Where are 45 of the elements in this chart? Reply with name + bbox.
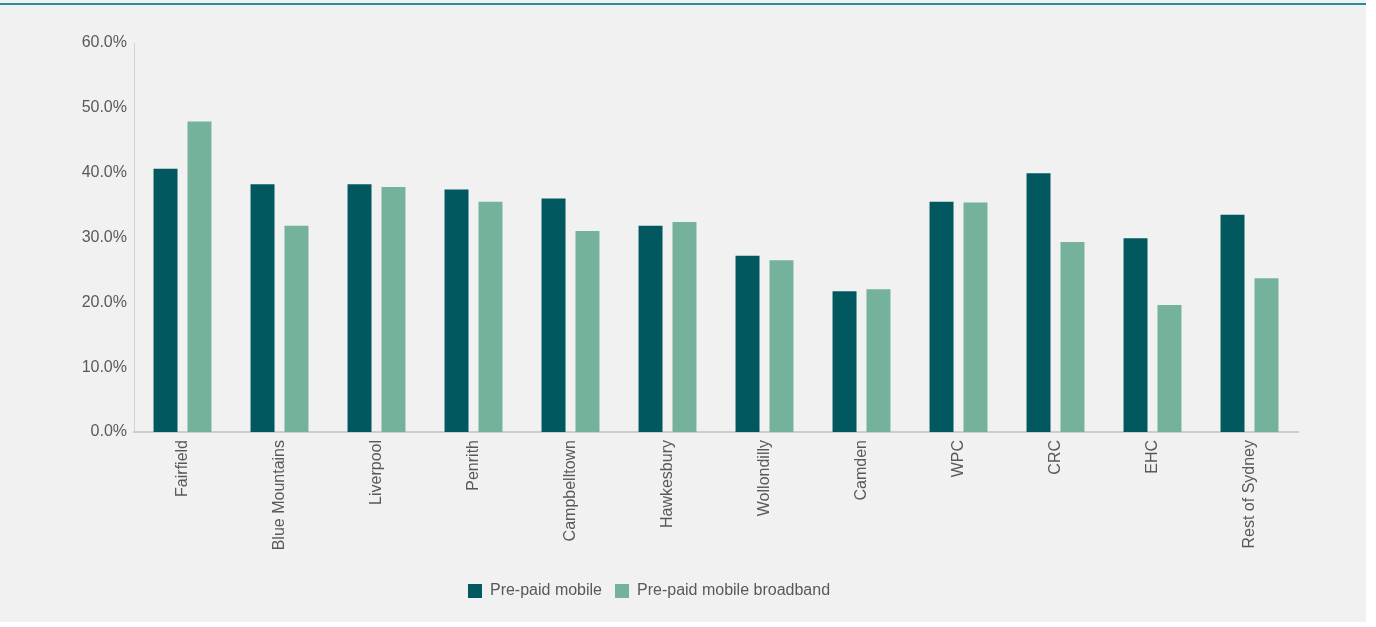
bar bbox=[153, 168, 178, 432]
bar bbox=[832, 291, 857, 432]
x-tick-label: Penrith bbox=[463, 440, 481, 491]
bar bbox=[1026, 173, 1051, 432]
x-tick-label: WPC bbox=[948, 440, 966, 478]
bar bbox=[963, 202, 988, 432]
bar bbox=[672, 221, 697, 432]
bar bbox=[347, 184, 372, 432]
y-tick-label: 0.0% bbox=[90, 422, 127, 440]
legend-label: Pre-paid mobile broadband bbox=[637, 581, 831, 599]
x-tick-label: Campbelltown bbox=[560, 440, 578, 542]
bar bbox=[575, 231, 600, 432]
x-tick-label: Hawkesbury bbox=[657, 440, 675, 529]
bar bbox=[769, 260, 794, 432]
bar bbox=[541, 198, 566, 432]
x-tick-label: Rest of Sydney bbox=[1239, 440, 1257, 549]
bar bbox=[638, 225, 663, 432]
bar bbox=[735, 255, 760, 432]
bar bbox=[1220, 214, 1245, 432]
x-tick-label: Camden bbox=[851, 440, 869, 501]
bar bbox=[1157, 304, 1182, 432]
y-tick-label: 30.0% bbox=[81, 227, 127, 245]
bar bbox=[1254, 278, 1279, 432]
bar bbox=[1060, 242, 1085, 432]
bar bbox=[1123, 238, 1148, 432]
bar bbox=[250, 184, 275, 432]
bar bbox=[444, 189, 469, 432]
y-tick-label: 10.0% bbox=[81, 357, 127, 375]
bar bbox=[284, 225, 309, 432]
x-tick-label: EHC bbox=[1142, 440, 1160, 474]
bar bbox=[929, 201, 954, 432]
y-tick-label: 50.0% bbox=[81, 98, 127, 116]
x-tick-label: Wollondilly bbox=[754, 440, 772, 517]
y-tick-label: 60.0% bbox=[81, 33, 127, 51]
y-tick-label: 20.0% bbox=[81, 292, 127, 310]
bar bbox=[478, 201, 503, 432]
x-tick-label: Blue Mountains bbox=[269, 440, 287, 551]
x-tick-label: Liverpool bbox=[366, 440, 384, 505]
x-tick-label: CRC bbox=[1045, 440, 1063, 475]
bar bbox=[381, 186, 406, 432]
x-tick-label: Fairfield bbox=[172, 440, 190, 497]
bar bbox=[866, 289, 891, 432]
y-tick-label: 40.0% bbox=[81, 163, 127, 181]
legend-label: Pre-paid mobile bbox=[489, 581, 603, 599]
bar bbox=[187, 121, 212, 432]
